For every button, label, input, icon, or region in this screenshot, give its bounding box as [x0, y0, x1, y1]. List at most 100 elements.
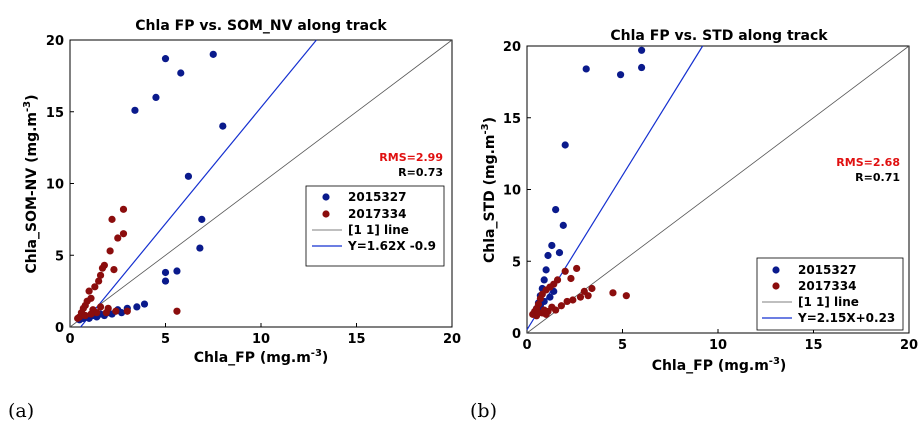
panel-b-legend-2017: 2017334	[798, 279, 856, 293]
panel-b-legend-marker-2017	[772, 282, 780, 290]
panel-b-point-2015327	[542, 266, 550, 274]
panel-b-point-2017334	[622, 292, 630, 300]
panel-a-fit-line	[80, 39, 317, 328]
panel-b-point-2015327	[546, 293, 554, 301]
panel-b-xtick-label: 15	[804, 338, 822, 353]
panel-b-xtick-label: 20	[900, 338, 918, 353]
panel-a-point-2017334	[87, 310, 95, 318]
panel-a-point-2015327	[140, 300, 149, 308]
panel-b-point-2015327	[544, 251, 552, 260]
panel-b-point-2017334	[548, 303, 556, 311]
panel-a-ytick-label: 10	[46, 178, 64, 193]
panel-a-one-one-line	[69, 39, 453, 328]
panel-a-point-2015327	[131, 106, 139, 114]
panel-b-point-2017334	[563, 297, 571, 306]
panel-b-r: R=0.71	[855, 171, 900, 184]
panel-a-point-2015327	[209, 50, 217, 58]
panel-a-rms: RMS=2.99	[379, 151, 443, 164]
panel-a-ylabel: Chla_SOM-NV (mg.m-3)	[22, 94, 40, 273]
panel-b-point-2017334	[573, 264, 581, 273]
panel-a-r: R=0.73	[398, 166, 443, 179]
panel-a-point-2017334	[96, 271, 105, 279]
panel-a-point-2015327	[177, 69, 185, 77]
panel-a-point-2015327	[173, 267, 181, 275]
panel-a-legend-fit: Y=1.62X -0.9	[347, 239, 436, 253]
panel-a-point-2017334	[74, 314, 82, 322]
panel-a-point-2017334	[95, 277, 103, 285]
panel-a-xtick-label: 20	[443, 332, 461, 347]
panel-b-point-2015327	[638, 46, 646, 54]
panel-b-point-2017334	[609, 289, 617, 297]
panel-a-point-2017334	[119, 205, 128, 213]
panel-a-label: (a)	[8, 400, 34, 422]
panel-a-xlabel: Chla_FP (mg.m-3)	[194, 348, 329, 366]
panel-b-point-2017334	[534, 309, 543, 317]
panel-b-point-2017334	[557, 302, 565, 310]
panel-a-point-2015327	[196, 244, 204, 252]
panel-b-rms: RMS=2.68	[836, 156, 900, 169]
panel-a-point-2015327	[133, 303, 141, 311]
panel-a-ytick-label: 15	[46, 106, 64, 121]
panel-b-point-2017334	[584, 292, 592, 300]
panel-a-ticks: 0 5 10 15 20 0 5 10 15 20	[46, 34, 461, 347]
panel-a-legend-box	[305, 185, 445, 267]
panel-a-point-2017334	[112, 307, 120, 315]
panel-b-point-2017334	[536, 294, 544, 303]
panel-a-point-2017334	[91, 283, 99, 291]
panel-a-ytick-label: 20	[46, 34, 64, 49]
panel-a-point-2017334	[98, 264, 107, 272]
panel-b-point-2015327	[540, 276, 548, 284]
panel-b-point-2015327	[561, 141, 569, 149]
panel-b-label: (b)	[470, 400, 497, 422]
panel-a-point-2017334	[114, 234, 122, 242]
panel-b: Chla FP vs. STD along track 0 5 10 15 20 0 5 10…	[470, 28, 918, 422]
panel-b-point-2015327	[559, 221, 567, 229]
panel-a-point-2017334	[93, 309, 101, 317]
panel-a-point-2015327	[161, 268, 170, 277]
panel-a-point-2015327	[198, 215, 206, 223]
panel-a-point-2017334	[96, 303, 105, 311]
panel-a-xtick-label: 5	[161, 332, 170, 347]
panel-b-point-2017334	[569, 296, 577, 304]
panel-a-point-2017334	[81, 311, 89, 320]
panel-a-point-2017334	[87, 294, 95, 302]
panel-b-point-2015327	[548, 241, 556, 250]
panel-a-legend-11: [1 1] line	[348, 223, 409, 237]
panel-b-legend-11: [1 1] line	[798, 295, 859, 309]
panel-b-point-2015327	[582, 65, 590, 73]
panel-b-legend-fit: Y=2.15X+0.23	[797, 311, 895, 325]
panel-b-ytick-label: 0	[512, 327, 521, 342]
panel-b-legend-marker-2015	[772, 266, 780, 274]
panel-b-ytick-label: 20	[503, 40, 521, 55]
panel-a-xtick-label: 0	[65, 332, 74, 347]
panel-b-xtick-label: 0	[522, 338, 531, 353]
panel-b-title: Chla FP vs. STD along track	[610, 28, 828, 44]
panel-a-point-2017334	[119, 230, 128, 238]
panel-a-point-2017334	[110, 266, 118, 274]
panel-a-point-2017334	[108, 215, 116, 223]
panel-b-ticks: 0 5 10 15 20 0 5 10 15 20	[503, 40, 918, 353]
panel-b-xtick-label: 5	[618, 338, 627, 353]
panel-a-point-2017334	[102, 309, 110, 317]
panel-b-ytick-label: 10	[503, 184, 521, 199]
panel-a-points	[74, 50, 227, 324]
panel-a-legend-2015: 2015327	[348, 190, 406, 204]
panel-b-point-2017334	[576, 293, 585, 301]
panel-b-ytick-label: 15	[503, 112, 521, 127]
panel-b-ytick-label: 5	[512, 255, 521, 270]
panel-a-point-2017334	[106, 247, 114, 255]
panel-a-legend-marker-2015	[322, 193, 330, 201]
panel-a-point-2015327	[184, 172, 193, 180]
panel-a-ytick-label: 0	[55, 321, 64, 336]
panel-a-point-2017334	[173, 307, 181, 315]
panel-b-legend-2015: 2015327	[798, 263, 856, 277]
panel-a-legend: 2015327 2017334 [1 1] line Y=1.62X -0.9	[305, 185, 445, 267]
panel-a-point-2015327	[161, 277, 170, 285]
panel-a-point-2015327	[219, 122, 227, 130]
panel-a-point-2015327	[152, 93, 160, 101]
panel-b-point-2017334	[588, 284, 596, 293]
panel-a-point-2015327	[161, 55, 170, 63]
panel-a-xtick-label: 10	[252, 332, 270, 347]
panel-a: Chla FP vs. SOM_NV along track 0 5 10 15 200…	[8, 18, 461, 422]
panel-b-point-2015327	[638, 63, 646, 72]
